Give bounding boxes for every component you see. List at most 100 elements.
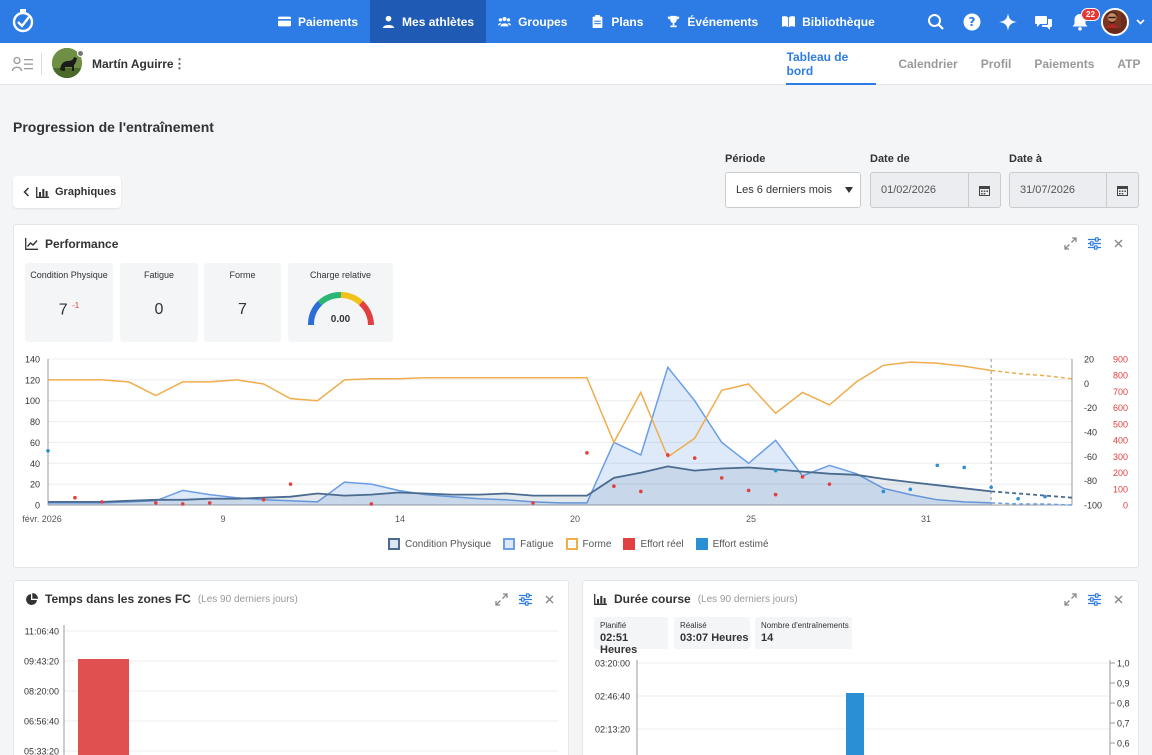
legend-swatch: [503, 538, 516, 550]
y3-tick-label: 200: [1113, 468, 1128, 478]
stat-label: Réalisé: [680, 621, 707, 630]
date-from-value: 01/02/2026: [881, 184, 937, 196]
effort-reel-point: [100, 500, 104, 504]
help-icon: ?: [963, 13, 981, 30]
period-label: Période: [725, 153, 766, 165]
effort-reel-point: [773, 492, 778, 497]
legend-fatigue[interactable]: Fatigue: [503, 538, 554, 550]
help-button[interactable]: ?: [954, 0, 990, 43]
effort-estime-point: [935, 463, 940, 468]
y3-tick-label: 300: [1113, 452, 1128, 462]
credit-card-icon: [278, 16, 291, 27]
legend-swatch: [388, 538, 400, 550]
nav-evenements[interactable]: Événements: [655, 0, 770, 43]
stat-value: 03:07 Heures: [680, 632, 749, 644]
nav-paiements[interactable]: Paiements: [266, 0, 370, 43]
legend-swatch: [565, 538, 578, 550]
nav-label: Événements: [687, 14, 759, 29]
more-options-icon[interactable]: ⋮: [173, 56, 186, 71]
effort-reel-point: [531, 501, 535, 505]
sliders-icon[interactable]: [519, 593, 532, 606]
notifications-button[interactable]: 22: [1062, 0, 1100, 43]
metric-value: 0: [154, 301, 164, 318]
ai-assistant-button[interactable]: [990, 0, 1026, 43]
fatigue-line: [48, 365, 992, 504]
sliders-icon[interactable]: [1088, 593, 1101, 606]
effort-reel-point: [369, 502, 374, 506]
legend-effort-estime[interactable]: Effort estimé: [695, 538, 769, 550]
tab-calendrier[interactable]: Calendrier: [898, 57, 958, 71]
metric-label: Forme: [229, 270, 256, 280]
group-icon: [498, 16, 512, 27]
gauge-value: 0.00: [330, 314, 351, 325]
y-tick-label: 09:43:20: [24, 657, 59, 667]
sliders-icon[interactable]: [1088, 237, 1101, 250]
athlete-list-icon[interactable]: [12, 56, 34, 72]
nav-plans[interactable]: Plans: [579, 0, 655, 43]
metric-condition-physique: Condition Physique 7 -1: [25, 263, 113, 342]
effort-reel-point: [692, 456, 697, 460]
pie-chart-icon: [26, 592, 38, 605]
user-menu[interactable]: [1098, 0, 1132, 43]
tab-tableau-de-bord[interactable]: Tableau de bord: [775, 43, 887, 85]
effort-estime-point: [908, 487, 913, 492]
date-from-field[interactable]: 01/02/2026: [870, 172, 1001, 208]
close-icon[interactable]: [1112, 593, 1125, 606]
tab-paiements[interactable]: Paiements: [1034, 57, 1095, 71]
effort-estime-point: [773, 468, 778, 473]
charts-button[interactable]: Graphiques: [13, 176, 121, 208]
y-tick-label: 05:33:20: [24, 747, 59, 755]
y2-tick-label: -20: [1084, 403, 1097, 413]
legend-forme[interactable]: Forme: [565, 538, 611, 550]
search-button[interactable]: [918, 0, 954, 43]
app-logo-icon[interactable]: [12, 9, 34, 33]
y-tick-label: 03:20:00: [595, 659, 630, 669]
tab-profil[interactable]: Profil: [980, 57, 1012, 71]
messages-button[interactable]: [1026, 0, 1062, 43]
nav-label: Plans: [611, 14, 644, 29]
legend-label: Condition Physique: [405, 538, 492, 550]
status-dot: [77, 50, 84, 57]
date-from-label: Date de: [870, 153, 910, 165]
expand-icon[interactable]: [1064, 237, 1077, 250]
metric-value: 7 -1: [25, 301, 113, 319]
close-icon[interactable]: [543, 593, 556, 606]
y2-tick-label: 0,8: [1117, 699, 1130, 709]
date-to-field[interactable]: 31/07/2026: [1009, 172, 1139, 208]
nav-label: Paiements: [298, 14, 359, 29]
expand-icon[interactable]: [1064, 593, 1077, 606]
athlete-avatar[interactable]: [52, 48, 82, 78]
nav-label: Bibliothèque: [802, 14, 875, 29]
tab-atp[interactable]: ATP: [1117, 57, 1141, 71]
legend-effort-reel[interactable]: Effort réel: [623, 538, 684, 550]
athlete-name[interactable]: Martín Aguirre: [92, 57, 174, 71]
y-tick-label: 08:20:00: [24, 687, 59, 697]
effort-estime-point: [1043, 494, 1047, 499]
y2-tick-label: 0: [1084, 379, 1089, 389]
nav-groupes[interactable]: Groupes: [486, 0, 579, 43]
effort-reel-point: [153, 501, 158, 505]
x-tick-label: 9: [220, 514, 225, 524]
run-duration-subtitle: (Les 90 derniers jours): [697, 593, 798, 605]
y-tick-label: 02:46:40: [595, 692, 630, 702]
legend-swatch: [695, 538, 708, 550]
nav-bibliotheque[interactable]: Bibliothèque: [770, 0, 887, 43]
calendar-icon[interactable]: [1106, 173, 1138, 207]
close-icon[interactable]: [1112, 237, 1125, 250]
metric-value: 7: [238, 301, 247, 318]
expand-icon[interactable]: [495, 593, 508, 606]
nav-mes-athletes[interactable]: Mes athlètes: [370, 0, 487, 43]
effort-reel-point: [180, 502, 185, 506]
calendar-icon[interactable]: [968, 173, 1000, 207]
notification-badge: 22: [1081, 8, 1100, 21]
stat-planifie: Planifié 02:51 Heures: [594, 617, 668, 656]
period-select[interactable]: Les 6 derniers mois: [725, 172, 861, 208]
stat-realise: Réalisé 03:07 Heures: [674, 617, 750, 649]
y-tick-label: 40: [30, 459, 40, 469]
performance-title-text: Performance: [45, 237, 119, 251]
y3-tick-label: 500: [1113, 419, 1128, 429]
legend-condition-physique[interactable]: Condition Physique: [388, 538, 491, 550]
y-tick-label: 20: [30, 480, 40, 490]
svg-text:?: ?: [969, 15, 976, 29]
chevron-down-icon[interactable]: [1132, 18, 1148, 25]
